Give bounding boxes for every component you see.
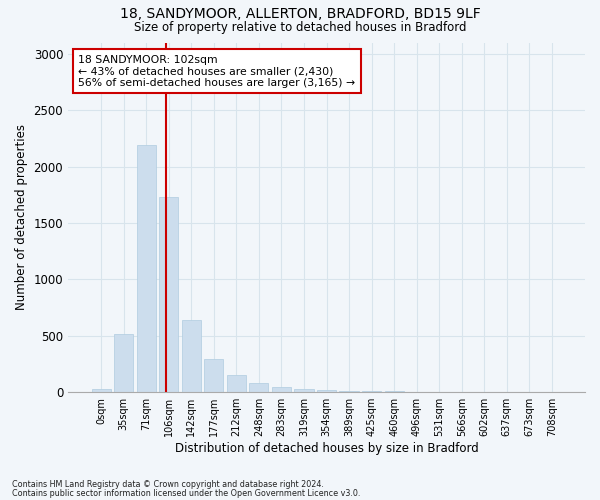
Bar bbox=[114, 334, 133, 392]
Bar bbox=[272, 387, 291, 392]
Bar bbox=[137, 145, 156, 392]
Bar bbox=[295, 389, 314, 392]
Y-axis label: Number of detached properties: Number of detached properties bbox=[15, 124, 28, 310]
Bar bbox=[182, 320, 201, 392]
Text: 18, SANDYMOOR, ALLERTON, BRADFORD, BD15 9LF: 18, SANDYMOOR, ALLERTON, BRADFORD, BD15 … bbox=[119, 8, 481, 22]
Bar bbox=[317, 390, 336, 392]
Bar bbox=[227, 374, 246, 392]
X-axis label: Distribution of detached houses by size in Bradford: Distribution of detached houses by size … bbox=[175, 442, 478, 455]
Text: Contains HM Land Registry data © Crown copyright and database right 2024.: Contains HM Land Registry data © Crown c… bbox=[12, 480, 324, 489]
Bar bbox=[92, 390, 110, 392]
Text: Size of property relative to detached houses in Bradford: Size of property relative to detached ho… bbox=[134, 21, 466, 34]
Bar bbox=[204, 360, 223, 392]
Bar bbox=[340, 390, 359, 392]
Bar bbox=[362, 391, 381, 392]
Bar bbox=[159, 197, 178, 392]
Text: Contains public sector information licensed under the Open Government Licence v3: Contains public sector information licen… bbox=[12, 488, 361, 498]
Bar bbox=[250, 383, 268, 392]
Text: 18 SANDYMOOR: 102sqm
← 43% of detached houses are smaller (2,430)
56% of semi-de: 18 SANDYMOOR: 102sqm ← 43% of detached h… bbox=[79, 54, 356, 88]
